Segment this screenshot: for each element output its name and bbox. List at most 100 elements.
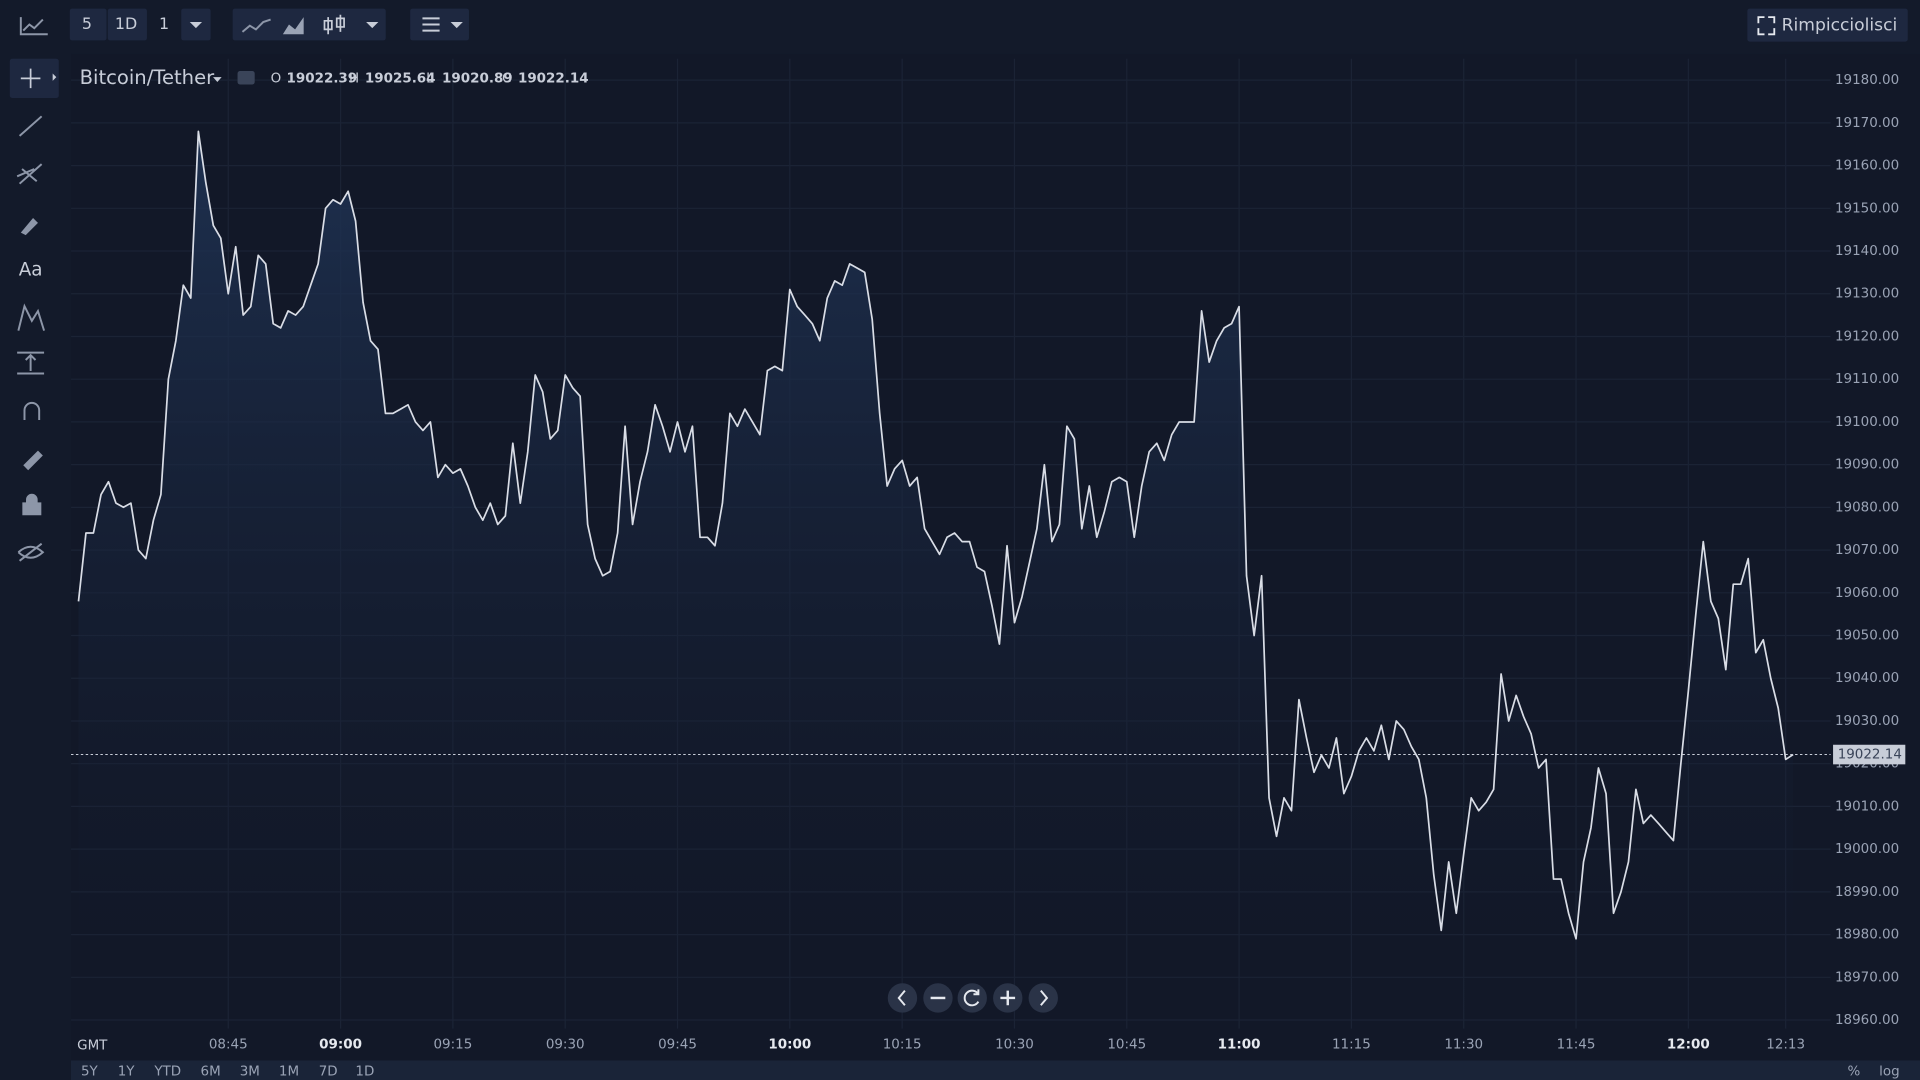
ohlc-label: H [349, 71, 359, 86]
scale-option[interactable]: % [1847, 1064, 1860, 1079]
x-tick-label: 09:30 [546, 1037, 585, 1052]
multiplier[interactable]: 1 [159, 14, 169, 33]
sidebar: Aa [9, 58, 59, 562]
y-tick-label: 19030.00 [1835, 714, 1899, 729]
y-tick-label: 19180.00 [1835, 73, 1899, 88]
fullscreen-label: Rimpicciolisci [1782, 16, 1898, 36]
y-tick-label: 19050.00 [1835, 629, 1899, 644]
last-price-tag [1833, 744, 1906, 765]
x-tick-label: 09:15 [433, 1037, 472, 1052]
y-tick-label: 19100.00 [1835, 415, 1899, 430]
magnet-tool[interactable] [23, 401, 41, 420]
interval-button[interactable] [107, 8, 147, 41]
x-tick-label: 10:30 [995, 1037, 1034, 1052]
y-tick-label: 18980.00 [1835, 928, 1899, 943]
y-tick-label: 19080.00 [1835, 500, 1899, 515]
text-tool[interactable]: Aa [19, 260, 43, 281]
x-tick-label: 10:15 [883, 1037, 922, 1052]
scale-option[interactable]: log [1879, 1064, 1900, 1079]
range-button[interactable]: 1M [279, 1064, 299, 1079]
fib-tool[interactable] [16, 163, 43, 185]
dropdown-arrow [366, 22, 379, 29]
last-price-label: 19022.14 [1838, 748, 1902, 763]
chart-type-group[interactable] [232, 8, 386, 41]
x-tick-label: 12:00 [1667, 1037, 1710, 1052]
timezone: GMT [77, 1039, 108, 1054]
range-button[interactable]: 1Y [118, 1064, 136, 1079]
lock-tool[interactable] [22, 493, 42, 516]
scroll-left[interactable] [887, 983, 918, 1013]
y-tick-label: 18970.00 [1835, 970, 1899, 985]
scroll-right[interactable] [1028, 983, 1058, 1013]
ohlc-value: 19022.14 [518, 71, 589, 86]
area-type[interactable] [282, 17, 304, 35]
x-tick-label: 09:00 [319, 1037, 362, 1052]
y-tick-label: 19130.00 [1835, 287, 1899, 302]
ohlc-value: 19022.39 [287, 71, 358, 86]
interval-button[interactable] [69, 8, 107, 41]
x-tick-label: 11:45 [1557, 1037, 1596, 1052]
symbol[interactable]: Bitcoin/Tether [80, 66, 216, 89]
ohlc-label: C [502, 71, 511, 86]
y-tick-label: 19120.00 [1835, 329, 1899, 344]
ruler-tool[interactable] [23, 450, 43, 471]
dropdown-arrow [213, 77, 222, 83]
hide-tool[interactable] [17, 542, 45, 562]
reset[interactable] [957, 983, 987, 1013]
y-tick-label: 19010.00 [1835, 799, 1899, 814]
y-tick-label: 19170.00 [1835, 116, 1899, 131]
fullscreen-icon [1757, 16, 1776, 36]
eye-icon[interactable] [237, 71, 255, 85]
y-tick-label: 18960.00 [1835, 1013, 1899, 1028]
area [78, 131, 1794, 1029]
ohlc-value: 19025.64 [365, 71, 436, 86]
ohlc-value: 19020.89 [442, 71, 513, 86]
range-button[interactable]: YTD [153, 1064, 181, 1079]
range-button[interactable]: 6M [201, 1064, 221, 1079]
legend: Bitcoin/Tether O 19022.39 H 19025.64 L 1… [80, 66, 589, 89]
y-tick-label: 19000.00 [1835, 842, 1899, 857]
settings-icon [422, 17, 440, 32]
brush-tool[interactable] [20, 217, 38, 236]
x-tick-label: 12:13 [1766, 1037, 1805, 1052]
zoom-controls [887, 983, 1058, 1013]
x-tick-label: 11:00 [1218, 1037, 1261, 1052]
line [77, 130, 1794, 940]
x-tick-label: 10:00 [768, 1037, 811, 1052]
x-tick-label: 11:30 [1444, 1037, 1483, 1052]
dropdown-arrow [189, 22, 203, 29]
dropdown-arrow [450, 22, 463, 29]
x-tick-label: 11:15 [1332, 1037, 1371, 1052]
y-tick-label: 19090.00 [1835, 458, 1899, 473]
y-tick-label: 19160.00 [1835, 159, 1899, 174]
y-tick-label: 19110.00 [1835, 372, 1899, 387]
plot: 19180.00 19170.00 19160.00 19150.00 19140.00… [71, 58, 1906, 1052]
chart-icon[interactable] [12, 10, 49, 42]
toolbar: 5 1D 1 Rimpicciolisci [12, 8, 1908, 42]
y-tick-label: 18990.00 [1835, 885, 1899, 900]
y-tick-label: 19040.00 [1835, 671, 1899, 686]
bottom-controls: 5Y 1Y YTD 6M 3M 1M 7D 1D% log [81, 1064, 1900, 1079]
fullscreen-button[interactable] [1747, 8, 1908, 42]
y-tick-label: 19150.00 [1835, 201, 1899, 216]
line-type[interactable] [241, 18, 271, 33]
bottom-bar [71, 1060, 1920, 1080]
range-button[interactable]: 1D [355, 1064, 374, 1079]
x-tick-label: 08:45 [209, 1037, 248, 1052]
range-button[interactable]: 5Y [81, 1064, 99, 1079]
range-button[interactable]: 7D [319, 1064, 338, 1079]
pattern-tool[interactable] [17, 303, 46, 331]
interval-label: 5 [82, 14, 92, 33]
trendline-tool[interactable] [18, 115, 43, 137]
ohlc-label: L [426, 71, 434, 86]
x-tick-label: 09:45 [658, 1037, 697, 1052]
candle-type[interactable] [323, 14, 345, 35]
measure-tool[interactable] [17, 351, 45, 375]
y-tick-label: 19140.00 [1835, 244, 1899, 259]
y-tick-label: 19060.00 [1835, 586, 1899, 601]
range-button[interactable]: 3M [240, 1064, 260, 1079]
interval-label: 1D [115, 14, 137, 33]
y-tick-label: 19070.00 [1835, 543, 1899, 558]
